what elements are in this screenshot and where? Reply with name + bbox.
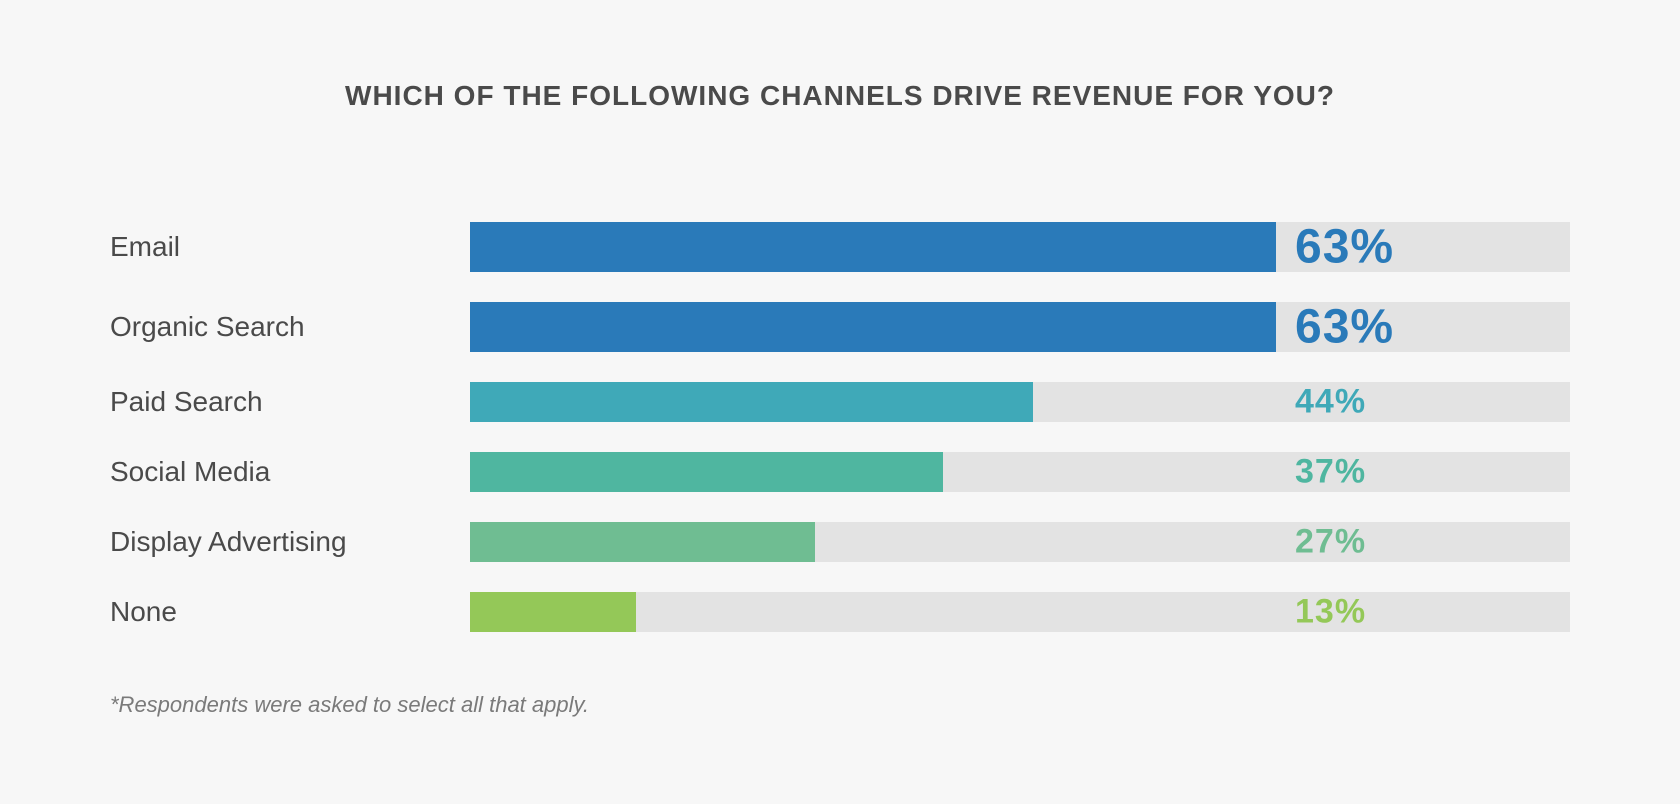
bar-label: Display Advertising	[110, 526, 470, 558]
bar-label: Social Media	[110, 456, 470, 488]
bar-cell: 63%	[470, 302, 1570, 352]
bar-track: 63%	[470, 222, 1570, 272]
bar-fill	[470, 222, 1276, 272]
bar-track: 27%	[470, 522, 1570, 562]
bar-cell: 63%	[470, 222, 1570, 272]
bar-row: Social Media 37%	[110, 452, 1570, 492]
bar-value: 63%	[1295, 302, 1394, 352]
chart-footnote: *Respondents were asked to select all th…	[110, 692, 1570, 718]
bar-track: 13%	[470, 592, 1570, 632]
bar-row: Organic Search 63%	[110, 302, 1570, 352]
bar-row: Email 63%	[110, 222, 1570, 272]
bar-cell: 44%	[470, 382, 1570, 422]
bar-fill	[470, 382, 1033, 422]
bar-track: 44%	[470, 382, 1570, 422]
bar-track: 37%	[470, 452, 1570, 492]
bar-value: 63%	[1295, 222, 1394, 272]
bar-label: Email	[110, 231, 470, 263]
bar-value: 27%	[1295, 523, 1366, 562]
bar-value: 13%	[1295, 593, 1366, 632]
bar-cell: 37%	[470, 452, 1570, 492]
bar-fill	[470, 452, 943, 492]
bar-label: None	[110, 596, 470, 628]
bar-chart: Email 63% Organic Search 63% Paid Search	[110, 222, 1570, 632]
bar-row: Paid Search 44%	[110, 382, 1570, 422]
bar-fill	[470, 302, 1276, 352]
bar-fill	[470, 522, 815, 562]
bar-value: 37%	[1295, 453, 1366, 492]
bar-label: Paid Search	[110, 386, 470, 418]
chart-title: WHICH OF THE FOLLOWING CHANNELS DRIVE RE…	[110, 80, 1570, 112]
bar-row: Display Advertising 27%	[110, 522, 1570, 562]
bar-fill	[470, 592, 636, 632]
bar-value: 44%	[1295, 383, 1366, 422]
bar-cell: 13%	[470, 592, 1570, 632]
chart-canvas: WHICH OF THE FOLLOWING CHANNELS DRIVE RE…	[0, 0, 1680, 804]
bar-label: Organic Search	[110, 311, 470, 343]
bar-track: 63%	[470, 302, 1570, 352]
bar-row: None 13%	[110, 592, 1570, 632]
bar-cell: 27%	[470, 522, 1570, 562]
